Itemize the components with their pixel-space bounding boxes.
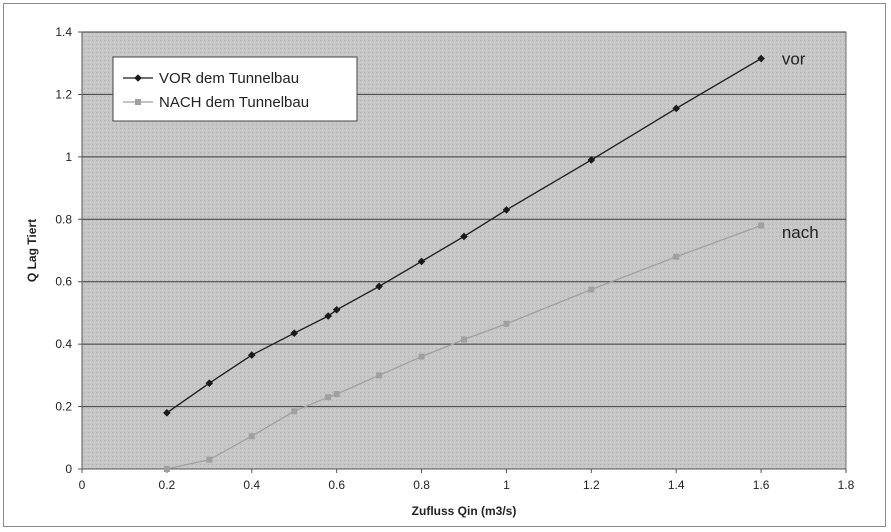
legend-label-nach: NACH dem Tunnelbau xyxy=(159,94,309,111)
data-point xyxy=(247,351,256,359)
annotations: vor nach xyxy=(782,50,819,242)
y-tick-label: 1.4 xyxy=(55,25,72,39)
data-point xyxy=(248,433,255,440)
x-tick-label: 1.8 xyxy=(838,478,855,492)
x-tick-label: 1.4 xyxy=(668,478,685,492)
legend-marker-nach xyxy=(135,99,141,105)
data-point xyxy=(502,206,511,214)
data-point xyxy=(291,408,298,415)
data-point xyxy=(588,286,595,293)
x-tick-label: 1.2 xyxy=(583,478,600,492)
x-tick-label: 1 xyxy=(503,478,510,492)
legend-marker-vor xyxy=(134,74,142,82)
data-point xyxy=(417,257,426,266)
data-point xyxy=(757,54,765,63)
y-axis-title: Q Lag Tiert xyxy=(25,219,39,282)
data-point xyxy=(205,379,214,387)
data-point xyxy=(461,336,467,343)
y-tick-label: 0.6 xyxy=(55,275,72,289)
legend: VOR dem Tunnelbau NACH dem Tunnelbau xyxy=(112,56,358,122)
data-point xyxy=(206,456,213,463)
data-point xyxy=(758,222,765,229)
data-point xyxy=(587,156,596,164)
legend-box xyxy=(112,56,358,122)
x-tick-label: 0 xyxy=(79,478,86,492)
x-tick-label: 0.8 xyxy=(413,478,430,492)
series-nach xyxy=(163,222,765,472)
y-tick-label: 1 xyxy=(65,150,72,164)
data-point xyxy=(333,391,340,398)
y-tick-label: 0.2 xyxy=(55,400,72,414)
x-tick-label: 0.6 xyxy=(328,478,345,492)
y-tick-label: 0 xyxy=(65,462,72,476)
data-point xyxy=(163,466,170,472)
data-point xyxy=(673,253,680,260)
data-point xyxy=(290,329,299,338)
x-axis-title: Zufluss Qin (m3/s) xyxy=(412,504,517,518)
series-vor xyxy=(163,54,765,417)
data-point xyxy=(376,372,383,379)
data-point xyxy=(163,409,171,417)
y-tick-label: 0.4 xyxy=(55,337,72,351)
series-group xyxy=(163,54,765,472)
data-point xyxy=(460,232,468,241)
x-tick-label: 1.6 xyxy=(753,478,770,492)
x-tick-labels: 0 0.2 0.4 0.6 0.8 1 1.2 1.4 1.6 1.8 xyxy=(79,478,855,492)
data-point xyxy=(418,353,425,360)
annotation-label: vor xyxy=(782,50,806,69)
x-tick-label: 0.2 xyxy=(159,478,176,492)
data-point xyxy=(375,282,383,291)
legend-label-vor: VOR dem Tunnelbau xyxy=(159,70,299,87)
y-tick-labels: 0 0.2 0.4 0.6 0.8 1 1.2 1.4 xyxy=(55,25,72,476)
axes xyxy=(78,31,847,473)
x-tick-label: 0.4 xyxy=(243,478,260,492)
data-point xyxy=(332,306,341,314)
data-point xyxy=(672,104,681,113)
annotation-label: nach xyxy=(782,223,819,242)
data-point xyxy=(503,320,510,327)
y-tick-label: 0.8 xyxy=(55,212,72,226)
y-tick-label: 1.2 xyxy=(55,87,72,101)
data-point xyxy=(325,394,332,401)
data-point xyxy=(324,312,332,320)
